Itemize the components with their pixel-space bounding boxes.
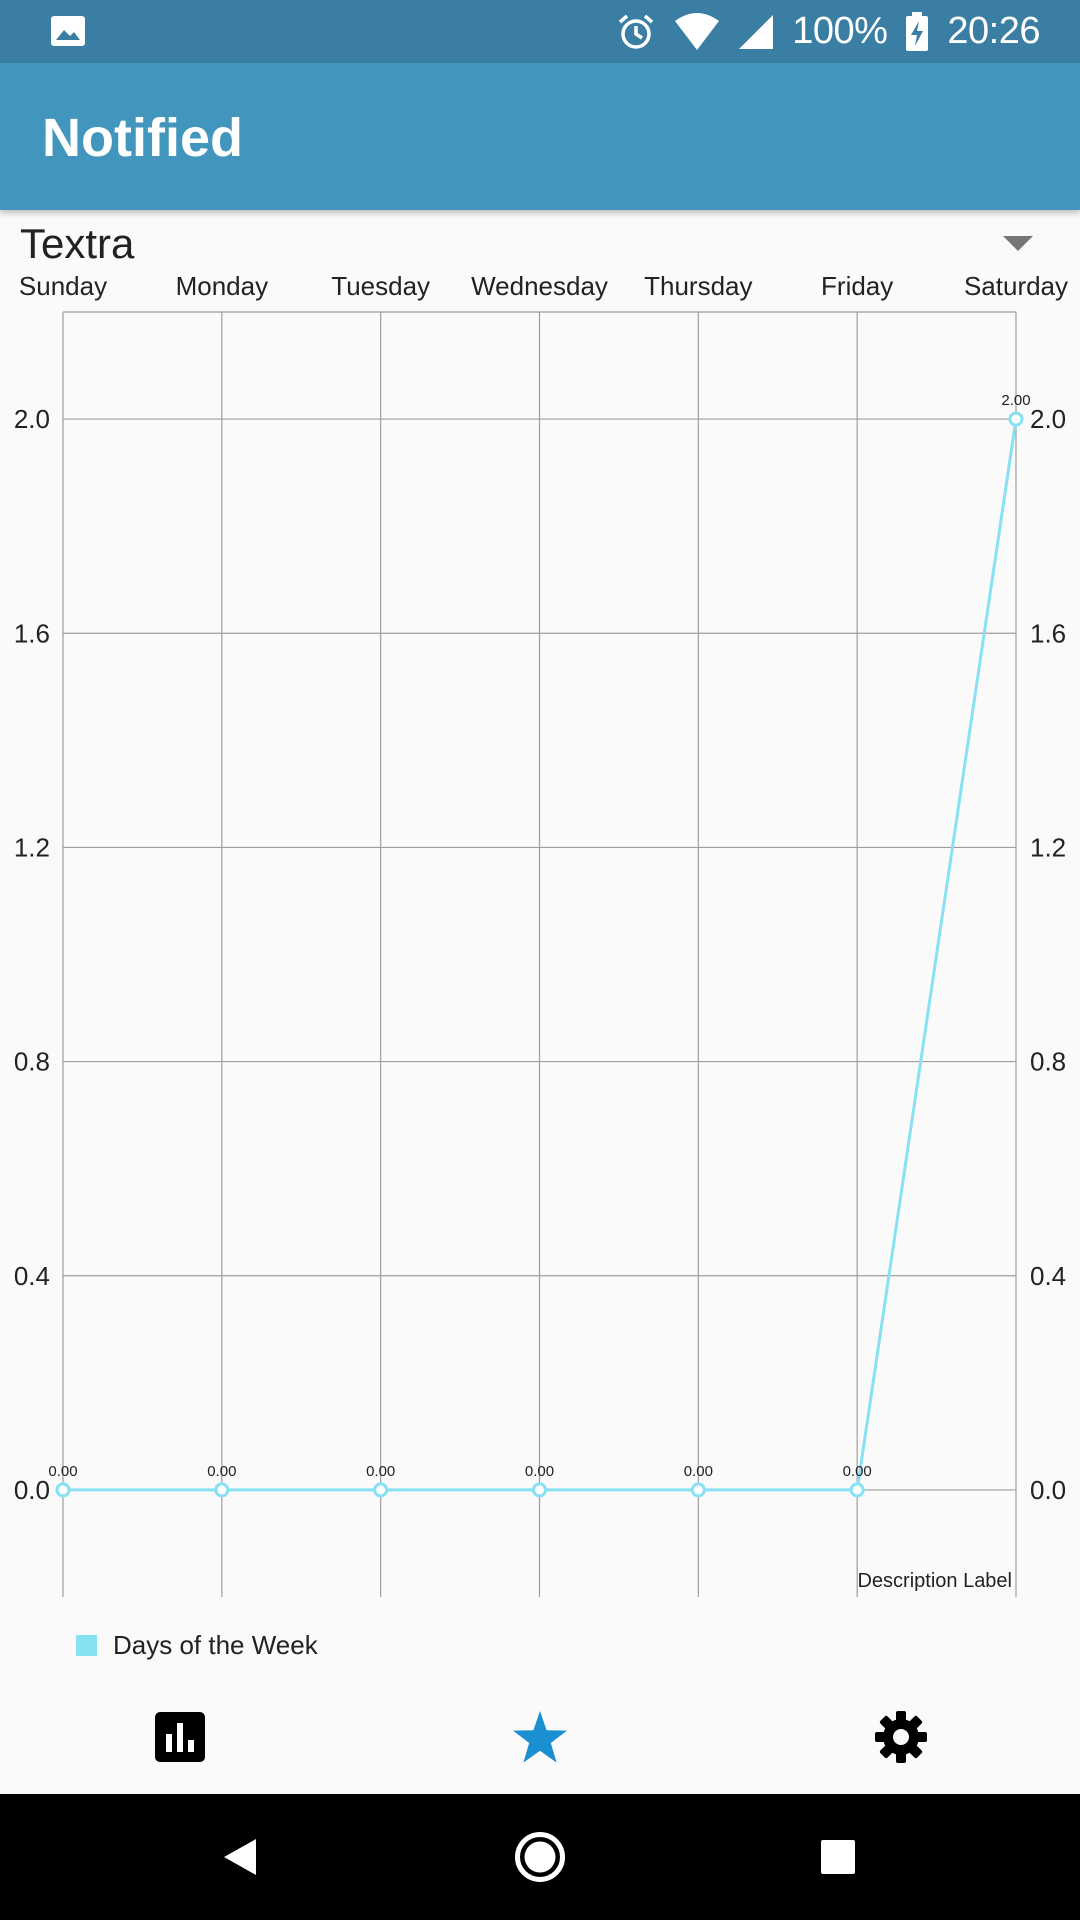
y-tick-label-right: 0.4 [1030,1261,1066,1291]
chart-canvas: Sunday Monday Tuesday Wednesday Thursday Frid… [14,271,1068,1597]
bar-chart-icon [155,1712,205,1762]
app-selector-spinner[interactable]: Textra [0,212,1080,272]
data-label: 0.00 [366,1463,395,1480]
bottom-navigation [0,1680,1080,1794]
data-point [532,1482,547,1498]
signal-icon [739,14,774,49]
y-tick-label-left: 0.4 [14,1261,50,1291]
system-navigation-bar [0,1794,1080,1920]
legend-label: Days of the Week [113,1629,318,1660]
star-icon [513,1711,567,1763]
line-chart[interactable]: Sunday Monday Tuesday Wednesday Thursday Frid… [0,262,1080,1652]
image-icon [51,16,85,46]
y-tick-label-right: 1.2 [1030,832,1066,862]
nav-item-favorites[interactable] [505,1702,575,1772]
legend-swatch [76,1634,97,1656]
data-label: 0.00 [525,1463,554,1480]
battery-percent: 100% [792,10,888,52]
x-tick-label: Thursday [644,271,752,301]
clock: 20:26 [947,10,1040,52]
dropdown-arrow-icon[interactable] [1003,236,1033,251]
data-label: 0.00 [48,1463,77,1480]
app-bar: Notified [0,63,1080,210]
y-tick-label-left: 1.6 [14,618,50,648]
x-tick-label: Wednesday [471,271,608,301]
x-tick-label: Friday [821,271,893,301]
data-point [1008,411,1024,427]
y-tick-label-right: 2.0 [1030,404,1066,434]
home-button[interactable] [502,1819,578,1895]
app-title: Notified [42,108,243,168]
data-point [55,1482,71,1498]
chart-description: Description Label [857,1570,1012,1592]
data-point [849,1482,865,1498]
y-tick-label-left: 0.0 [14,1475,50,1505]
data-label: 2.00 [1001,392,1030,409]
status-bar: 100% 20:26 [0,0,1080,63]
recents-icon [821,1840,855,1874]
y-tick-label-left: 1.2 [14,832,50,862]
y-tick-label-right: 1.6 [1030,618,1066,648]
x-tick-label: Monday [176,271,269,301]
nav-item-settings[interactable] [866,1702,936,1772]
y-tick-label-right: 0.0 [1030,1475,1066,1505]
x-tick-label: Saturday [964,271,1068,301]
y-tick-label-left: 2.0 [14,404,50,434]
chart-legend: Days of the Week [76,1630,318,1660]
nav-item-stats[interactable] [145,1702,215,1772]
y-tick-label-right: 0.8 [1030,1047,1066,1077]
alarm-icon [619,14,654,49]
data-point [373,1482,389,1498]
x-tick-label: Sunday [19,271,107,301]
home-icon [515,1832,565,1882]
back-icon [224,1839,256,1875]
gear-icon [875,1711,927,1763]
data-label: 0.00 [684,1463,713,1480]
wifi-icon [675,12,720,50]
battery-charging-icon [906,11,929,51]
data-point [690,1482,706,1498]
y-tick-label-left: 0.8 [14,1047,50,1077]
x-tick-label: Tuesday [331,271,430,301]
spinner-selected-value: Textra [20,220,135,267]
recents-button[interactable] [800,1819,876,1895]
data-label: 0.00 [207,1463,236,1480]
data-label: 0.00 [843,1463,872,1480]
data-point [214,1482,230,1498]
back-button[interactable] [202,1819,278,1895]
